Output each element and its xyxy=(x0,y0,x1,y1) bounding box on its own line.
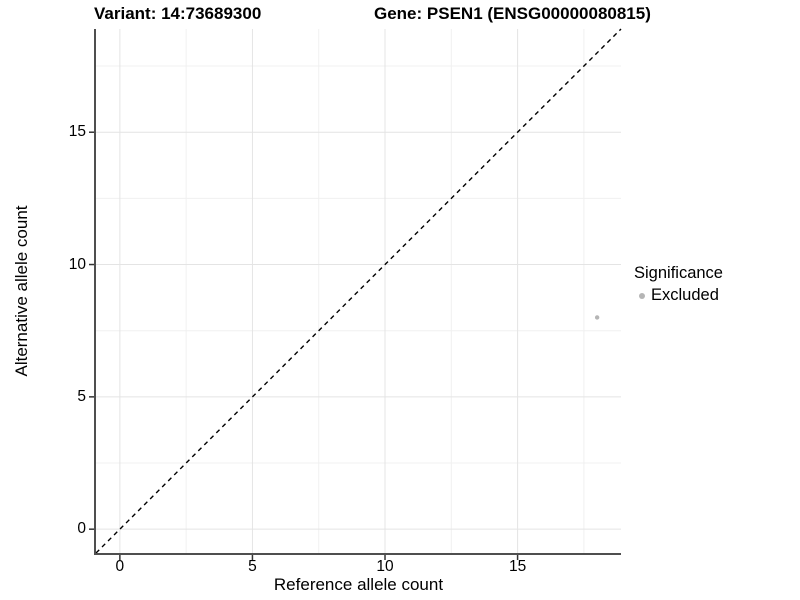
identity-dashed-line xyxy=(95,28,622,554)
data-point xyxy=(594,315,600,320)
gene-title: Gene: PSEN1 (ENSG00000080815) xyxy=(374,4,651,23)
x-tick-label: 15 xyxy=(508,558,527,575)
legend: Significance Excluded xyxy=(634,264,723,305)
x-axis-label: Reference allele count xyxy=(273,575,444,594)
y-axis-label: Alternative allele count xyxy=(12,205,31,377)
y-tick-label: 0 xyxy=(77,520,86,538)
y-tick-label: 10 xyxy=(68,255,86,273)
x-tick-label: 5 xyxy=(248,558,257,575)
legend-title: Significance xyxy=(634,264,723,282)
variant-title: Variant: 14:73689300 xyxy=(94,4,262,23)
legend-item-label: Excluded xyxy=(651,286,719,304)
x-tick-label: 0 xyxy=(115,558,125,575)
x-tick-label: 10 xyxy=(376,558,394,575)
legend-key-dot-icon xyxy=(639,292,645,299)
y-tick-label: 5 xyxy=(77,387,86,405)
legend-item-excluded: Excluded xyxy=(634,286,723,305)
y-tick-label: 15 xyxy=(68,123,86,141)
